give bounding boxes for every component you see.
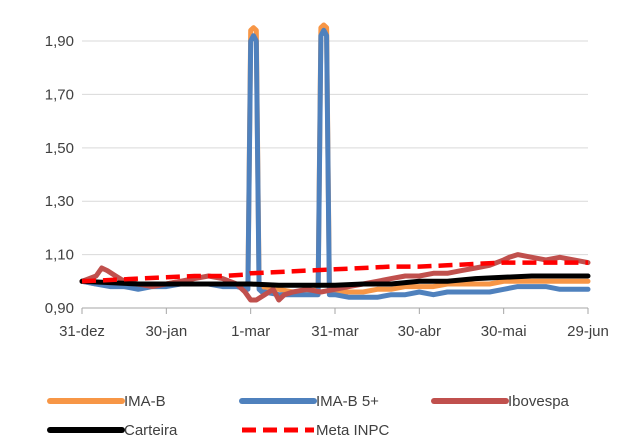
x-tick-label: 30-mai — [481, 323, 527, 340]
x-tick-label: 30-jan — [145, 323, 187, 340]
y-axis-labels: 0,90 1,10 1,30 1,50 1,70 1,90 — [45, 33, 74, 317]
x-axis: 31-dez 30-jan 1-mar 31-mar 30-abr 30-mai 29-ju… — [59, 307, 609, 340]
series-lines — [79, 22, 591, 303]
y-tick-label: 0,90 — [45, 300, 74, 317]
y-tick-label: 1,50 — [45, 140, 74, 157]
series-line-meta-inpc — [81, 260, 588, 284]
y-tick-label: 1,30 — [45, 193, 74, 210]
series-line-ima-b — [79, 22, 591, 295]
x-tick-label: 1-mar — [231, 323, 270, 340]
y-tick-label: 1,90 — [45, 33, 74, 50]
y-tick-label: 1,10 — [45, 247, 74, 264]
legend-label: Ibovespa — [508, 393, 570, 410]
gridlines — [82, 40, 588, 256]
legend: IMA-B IMA-B 5+ Ibovespa Carteira Meta INPC — [47, 393, 570, 439]
x-tick-label: 30-abr — [398, 323, 441, 340]
legend-label: IMA-B 5+ — [316, 393, 379, 410]
series-line-carteira — [79, 273, 591, 288]
legend-label: Meta INPC — [316, 422, 390, 439]
x-tick-label: 31-dez — [59, 323, 105, 340]
legend-label: Carteira — [124, 422, 178, 439]
legend-label: IMA-B — [124, 393, 166, 410]
y-tick-label: 1,70 — [45, 86, 74, 103]
x-tick-label: 29-jun — [567, 323, 609, 340]
x-tick-label: 31-mar — [311, 323, 359, 340]
